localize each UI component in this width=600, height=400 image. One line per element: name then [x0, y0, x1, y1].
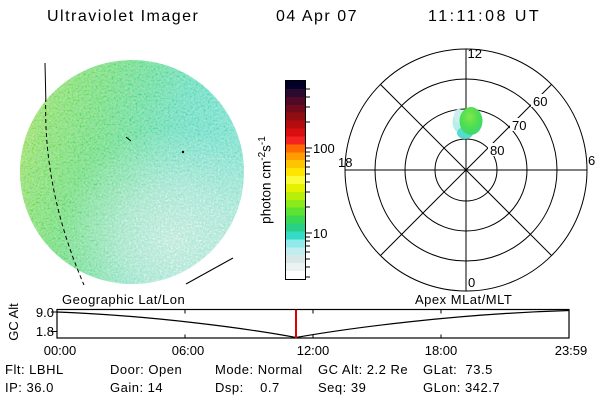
mlat-label-70: 70	[512, 118, 526, 133]
timeline-box	[56, 308, 570, 339]
header-time: 11:11:08 UT	[428, 8, 542, 25]
status-ip: IP: 36.0	[5, 380, 54, 395]
polar-plot: 12 18 6 0 80 70 60	[338, 46, 595, 292]
polar-labels: 12 18 6 0 80 70 60	[338, 46, 595, 290]
status-gain: Gain: 14	[110, 380, 164, 395]
ytick-1p8: 1.8	[35, 324, 54, 339]
polar-caption: Apex MLat/MLT	[415, 292, 513, 307]
colorbar-tick-10: 10	[313, 226, 328, 241]
disk-pixels	[20, 60, 244, 284]
units-prefix: photon cm	[258, 160, 274, 224]
altitude-timeline	[51, 308, 570, 339]
grid-dot	[181, 150, 185, 154]
mlt-label-0: 0	[468, 275, 475, 290]
status-gcalt: GC Alt: 2.2 Re	[318, 362, 409, 377]
xtick-2359: 23:59	[554, 343, 588, 358]
header-date: 04 Apr 07	[276, 8, 358, 25]
ytick-9: 9.0	[35, 305, 54, 320]
geographic-grid-lines	[44, 62, 234, 286]
aurora-blob	[452, 107, 483, 139]
units-exp1: -2	[257, 151, 268, 161]
disk-caption: Geographic Lat/Lon	[62, 292, 186, 307]
units-exp2: -1	[257, 136, 268, 146]
status-door: Door: Open	[110, 362, 183, 377]
timeline-ticks	[51, 310, 442, 338]
status-seq: Seq: 39	[318, 380, 367, 395]
mlat-label-60: 60	[533, 94, 547, 109]
status-flt: Flt: LBHL	[5, 362, 64, 377]
mlt-label-12: 12	[468, 46, 482, 61]
timeline-ylabel: GC Alt	[6, 303, 21, 341]
xtick-0600: 06:00	[171, 343, 205, 358]
polar-grid	[344, 48, 588, 292]
xtick-0000: 00:00	[43, 343, 77, 358]
mlat-label-80: 80	[490, 143, 504, 158]
colorbar-units-label: photon cm-2s-1	[257, 105, 279, 255]
uv-disk-image	[20, 60, 244, 286]
units-mid: s	[258, 145, 274, 152]
altitude-curve	[56, 309, 570, 339]
colorbar-ticks	[306, 88, 312, 278]
colorbar-gradient	[285, 80, 306, 280]
mlt-label-6: 6	[588, 153, 595, 168]
colorbar-tick-100: 100	[313, 141, 335, 156]
status-dsp: Dsp: 0.7	[215, 380, 280, 395]
page-title: Ultraviolet Imager	[47, 8, 200, 25]
status-mode: Mode: Normal	[215, 362, 303, 377]
status-glat: GLat: 73.5	[423, 362, 493, 377]
status-glon: GLon: 342.7	[423, 380, 501, 395]
xtick-1200: 12:00	[296, 343, 330, 358]
xtick-1800: 18:00	[424, 343, 458, 358]
mlt-label-18: 18	[338, 155, 352, 170]
